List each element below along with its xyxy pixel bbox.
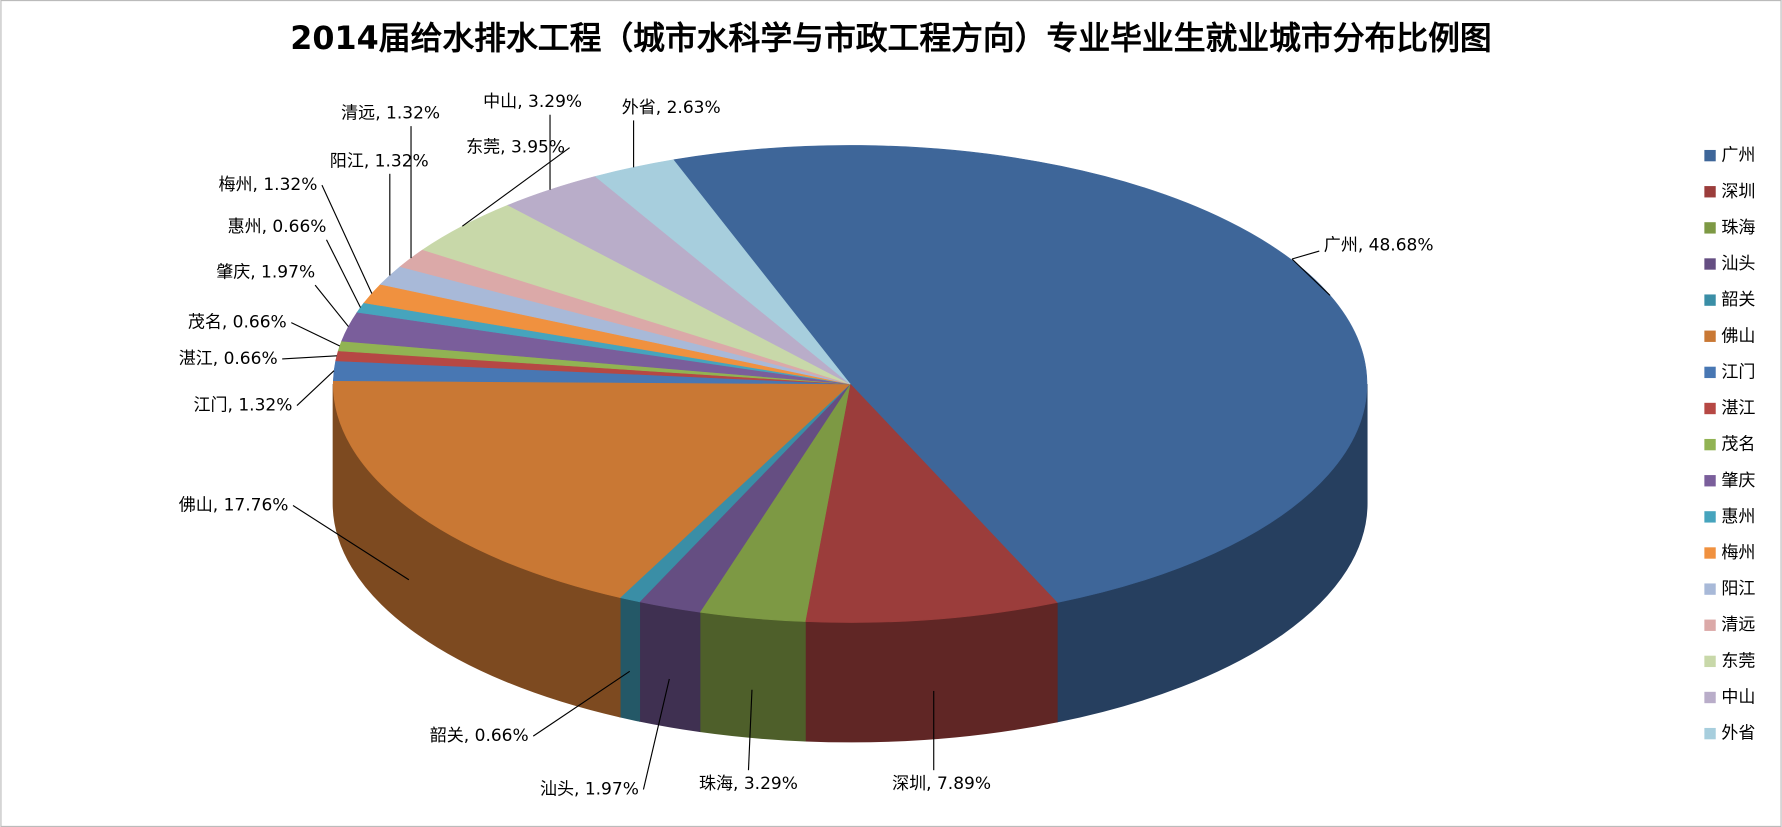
legend-swatch (1704, 475, 1716, 487)
leader-line (325, 239, 361, 308)
pie-sides (332, 383, 1368, 743)
legend-swatch (1704, 655, 1716, 668)
legend-label: 湛江 (1721, 399, 1755, 419)
legend-label: 广州 (1721, 146, 1755, 166)
pie-side (804, 601, 1058, 743)
leader-line (314, 284, 349, 327)
legend-swatch (1704, 547, 1716, 559)
leader-line (747, 689, 753, 771)
leader-line (1291, 258, 1331, 296)
legend-label: 茂名 (1721, 435, 1755, 455)
pie-slice (594, 159, 851, 385)
leader-line (1291, 250, 1320, 260)
data-label: 珠海, 3.29% (699, 774, 798, 794)
legend-label: 韶关 (1721, 290, 1755, 310)
data-label: 汕头, 1.97% (540, 780, 639, 800)
leader-line (292, 505, 410, 581)
data-label: 梅州, 1.32% (218, 175, 317, 195)
pie-side (699, 611, 806, 742)
legend-label: 东莞 (1721, 651, 1755, 671)
data-label: 江门, 1.32% (194, 396, 293, 416)
data-label: 清远, 1.32% (341, 104, 440, 124)
legend-label: 江门 (1721, 362, 1755, 382)
data-label: 惠州, 0.66% (228, 217, 327, 237)
data-label: 肇庆, 1.97% (216, 263, 315, 283)
legend-swatch (1704, 149, 1716, 162)
legend-swatch (1704, 511, 1716, 523)
leader-line (291, 322, 341, 347)
legend-swatch (1704, 402, 1716, 415)
legend-swatch (1704, 186, 1716, 198)
data-label: 中山, 3.29% (483, 92, 582, 112)
data-label: 阳江, 1.32% (330, 151, 429, 171)
legend-label: 惠州 (1721, 507, 1755, 527)
data-label: 深圳, 7.89% (892, 774, 991, 794)
legend-label: 汕头 (1721, 254, 1755, 274)
legend-swatch (1704, 583, 1716, 595)
legend-swatch (1704, 294, 1716, 306)
legend-swatch (1704, 691, 1716, 704)
data-label: 东莞, 3.95% (466, 138, 565, 158)
legend-label: 外省 (1721, 724, 1755, 744)
legend-swatch (1704, 330, 1716, 342)
pie-slice (332, 380, 851, 598)
data-label: 广州, 48.68% (1324, 235, 1434, 255)
legend-swatch (1704, 727, 1716, 740)
legend-label: 肇庆 (1721, 471, 1755, 491)
data-labels: 广州, 48.68% 深圳, 7.89% 珠海, 3.29% 汕头, 1.97% 韶关,… (179, 92, 1434, 799)
legend-swatch (1704, 366, 1716, 379)
data-label: 佛山, 17.76% (179, 496, 289, 516)
legend-label: 中山 (1721, 687, 1755, 707)
data-label: 韶关, 0.66% (430, 726, 529, 746)
pie-side (619, 596, 641, 722)
pie-side (638, 601, 701, 733)
leader-line (532, 670, 631, 737)
legend-label: 深圳 (1721, 182, 1755, 202)
pie-slice (804, 383, 1058, 623)
leader-line (321, 184, 373, 294)
legend-label: 梅州 (1721, 543, 1755, 563)
legend-swatch (1704, 619, 1716, 631)
legend-label: 珠海 (1721, 218, 1755, 238)
chart-title: 2014届给水排水工程（城市水科学与市政工程方向）专业毕业生就业城市分布比例图 (290, 20, 1491, 57)
legend-swatch (1704, 222, 1716, 234)
legend-swatch (1704, 438, 1716, 451)
data-label: 湛江, 0.66% (179, 349, 278, 369)
legend-label: 佛山 (1721, 326, 1755, 346)
legend-label: 清远 (1721, 615, 1755, 635)
data-label: 外省, 2.63% (622, 98, 721, 118)
leader-line (462, 147, 570, 227)
pie-tops (332, 145, 1368, 623)
legend-label: 阳江 (1721, 579, 1755, 599)
leader-line (296, 370, 335, 406)
leader-line (642, 678, 670, 790)
data-label: 茂名, 0.66% (188, 313, 287, 333)
leader-line (282, 355, 337, 360)
legend-swatch (1704, 258, 1716, 270)
